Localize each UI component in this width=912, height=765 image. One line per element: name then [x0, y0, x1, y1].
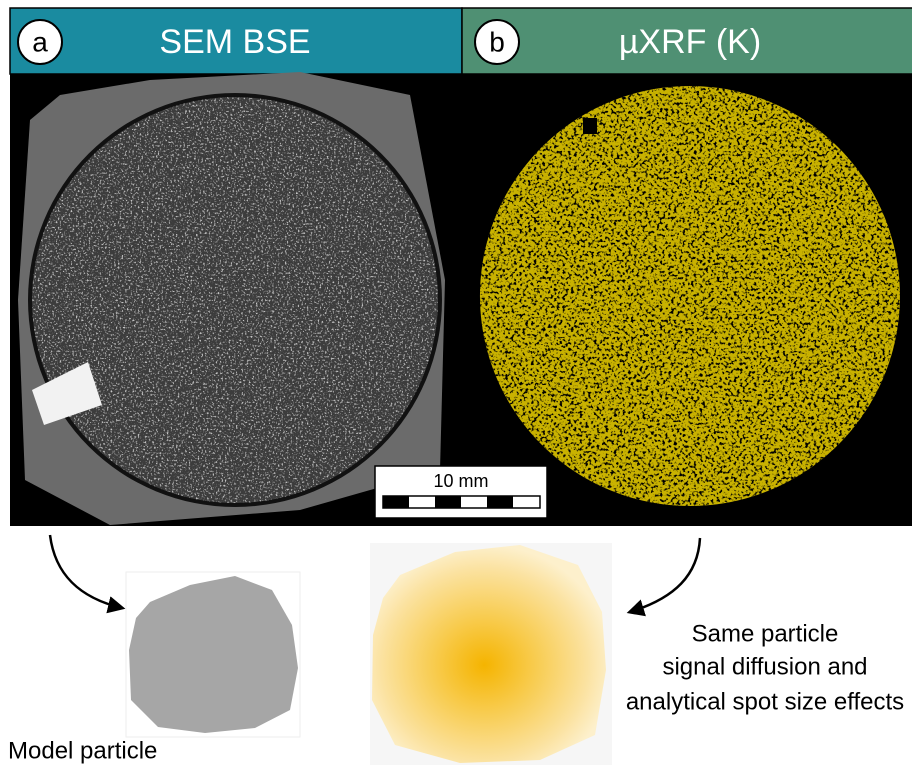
caption: analytical spot size effects [626, 688, 904, 715]
panel-letter: a [32, 26, 48, 57]
model-particle [129, 576, 298, 733]
figure: a SEM BSE b µXRF (K) 10 mm Model particl… [0, 0, 912, 765]
caption: signal diffusion and [662, 653, 867, 680]
caption: Same particle [692, 620, 839, 647]
scale-seg [487, 496, 513, 508]
panel-letter: b [489, 26, 505, 57]
scale-seg [383, 496, 409, 508]
scale-bar-label: 10 mm [433, 471, 488, 491]
grain [30, 95, 440, 505]
scale-seg [435, 496, 461, 508]
grain [478, 84, 902, 508]
panel-title: µXRF (K) [619, 23, 761, 61]
arrow [630, 538, 700, 612]
notch [583, 118, 597, 134]
panel-title: SEM BSE [159, 23, 310, 61]
caption: Model particle [8, 737, 157, 764]
arrow [50, 535, 122, 608]
diffused-particle [372, 545, 606, 763]
